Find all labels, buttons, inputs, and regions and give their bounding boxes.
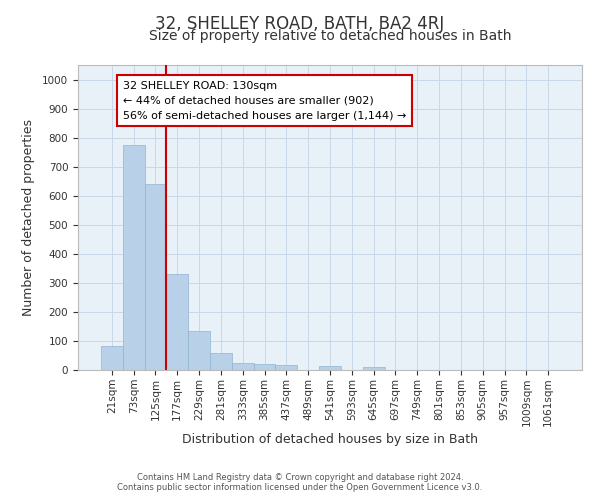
Bar: [123, 145, 145, 370]
Bar: [210, 352, 232, 370]
Bar: [101, 346, 123, 370]
Title: Size of property relative to detached houses in Bath: Size of property relative to detached ho…: [149, 29, 511, 43]
X-axis label: Distribution of detached houses by size in Bath: Distribution of detached houses by size …: [182, 433, 478, 446]
Text: Contains HM Land Registry data © Crown copyright and database right 2024.: Contains HM Land Registry data © Crown c…: [137, 474, 463, 482]
Bar: [363, 367, 385, 370]
Bar: [145, 184, 166, 370]
Bar: [166, 274, 188, 370]
Bar: [254, 364, 275, 370]
Bar: [188, 331, 210, 370]
Text: 32 SHELLEY ROAD: 130sqm
← 44% of detached houses are smaller (902)
56% of semi-d: 32 SHELLEY ROAD: 130sqm ← 44% of detache…: [123, 81, 406, 120]
Bar: [232, 362, 254, 370]
Bar: [319, 366, 341, 370]
Bar: [275, 365, 297, 370]
Y-axis label: Number of detached properties: Number of detached properties: [22, 119, 35, 316]
Text: 32, SHELLEY ROAD, BATH, BA2 4RJ: 32, SHELLEY ROAD, BATH, BA2 4RJ: [155, 15, 445, 33]
Text: Contains public sector information licensed under the Open Government Licence v3: Contains public sector information licen…: [118, 484, 482, 492]
